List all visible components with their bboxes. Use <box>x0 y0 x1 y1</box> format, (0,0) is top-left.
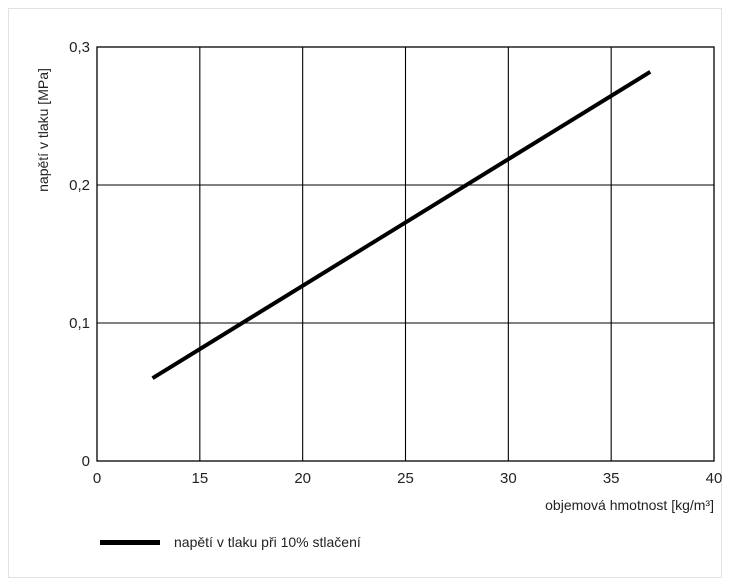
legend: napětí v tlaku při 10% stlačení <box>100 534 361 550</box>
y-tick-label: 0,3 <box>69 39 90 56</box>
legend-label: napětí v tlaku při 10% stlačení <box>174 534 361 550</box>
x-tick-label: 30 <box>500 470 517 487</box>
chart-frame <box>8 8 722 578</box>
legend-swatch <box>100 539 160 545</box>
x-tick-label: 25 <box>397 470 414 487</box>
x-tick-labels: 0 15 20 25 30 35 40 <box>93 470 723 487</box>
series-layer <box>151 70 652 380</box>
x-tick-label: 0 <box>93 470 101 487</box>
plot-border <box>96 46 715 462</box>
y-tick-label: 0,2 <box>69 177 90 194</box>
x-tick-label: 40 <box>706 470 723 487</box>
x-tick-label: 15 <box>191 470 208 487</box>
y-axis-label: napětí v tlaku [MPa] <box>35 68 51 192</box>
x-tick-label: 35 <box>603 470 620 487</box>
series-line <box>151 70 652 380</box>
y-tick-label: 0 <box>82 453 90 470</box>
y-tick-label: 0,1 <box>69 315 90 332</box>
y-tick-labels: 0 0,1 0,2 0,3 <box>69 39 90 470</box>
grid <box>97 47 714 461</box>
x-tick-label: 20 <box>294 470 311 487</box>
x-axis-label: objemová hmotnost [kg/m³] <box>545 497 714 513</box>
